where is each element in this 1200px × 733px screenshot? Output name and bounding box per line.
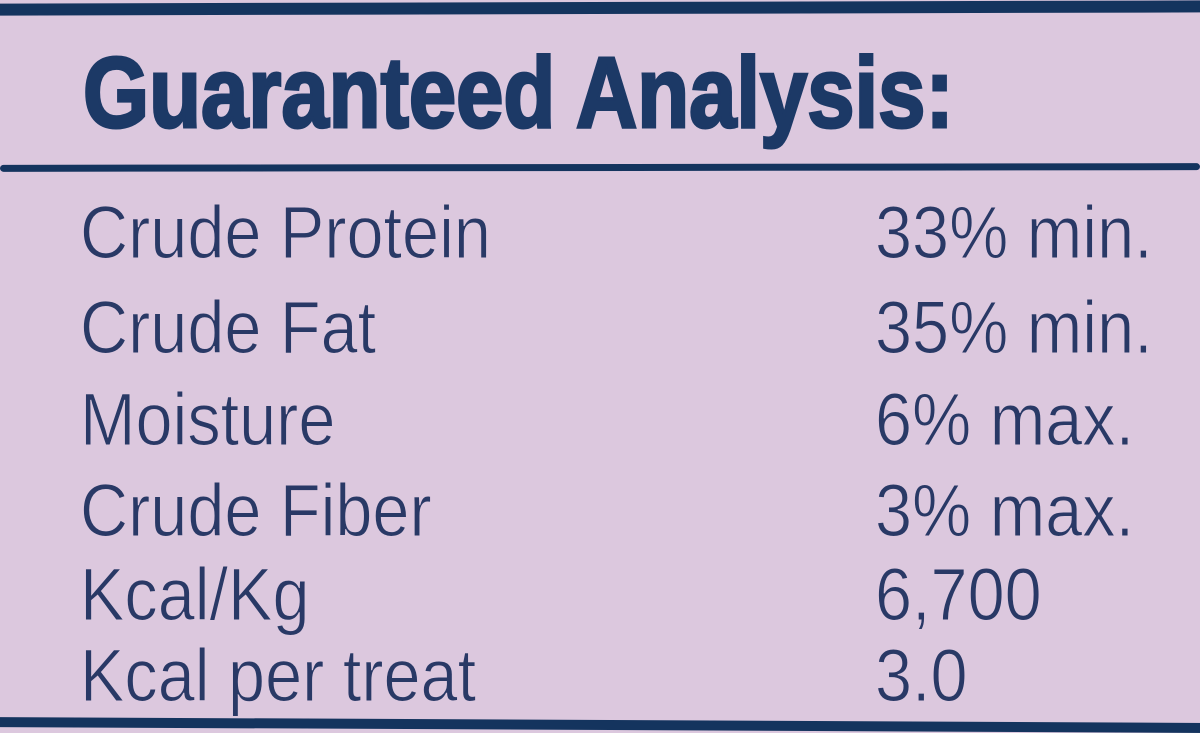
nutrient-name: Crude Protein [80,191,492,274]
analysis-row: Crude Fat 35% min. [0,286,1200,371]
nutrient-value: 6% max. [875,378,1135,461]
analysis-row: Kcal/Kg 6,700 [0,553,1200,638]
section-title-text: Guaranteed Analysis: [82,37,955,149]
analysis-row: Kcal per treat 3.0 [0,634,1200,719]
nutrient-value: 3% max. [875,469,1135,552]
analysis-row: Crude Fiber 3% max. [0,469,1200,554]
analysis-row: Moisture 6% max. [0,378,1200,463]
section-title: Guaranteed Analysis: [82,37,1107,149]
nutrient-name: Moisture [80,378,336,461]
nutrient-name: Crude Fiber [80,469,433,552]
nutrient-value: 33% min. [875,191,1154,274]
nutrient-value: 35% min. [875,286,1154,369]
nutrient-value: 3.0 [875,634,969,717]
nutrient-name: Kcal per treat [80,634,477,717]
nutrient-value: 6,700 [875,553,1043,636]
nutrient-name: Kcal/Kg [80,553,311,636]
nutrient-name: Crude Fat [80,286,377,369]
analysis-row: Crude Protein 33% min. [0,191,1200,276]
